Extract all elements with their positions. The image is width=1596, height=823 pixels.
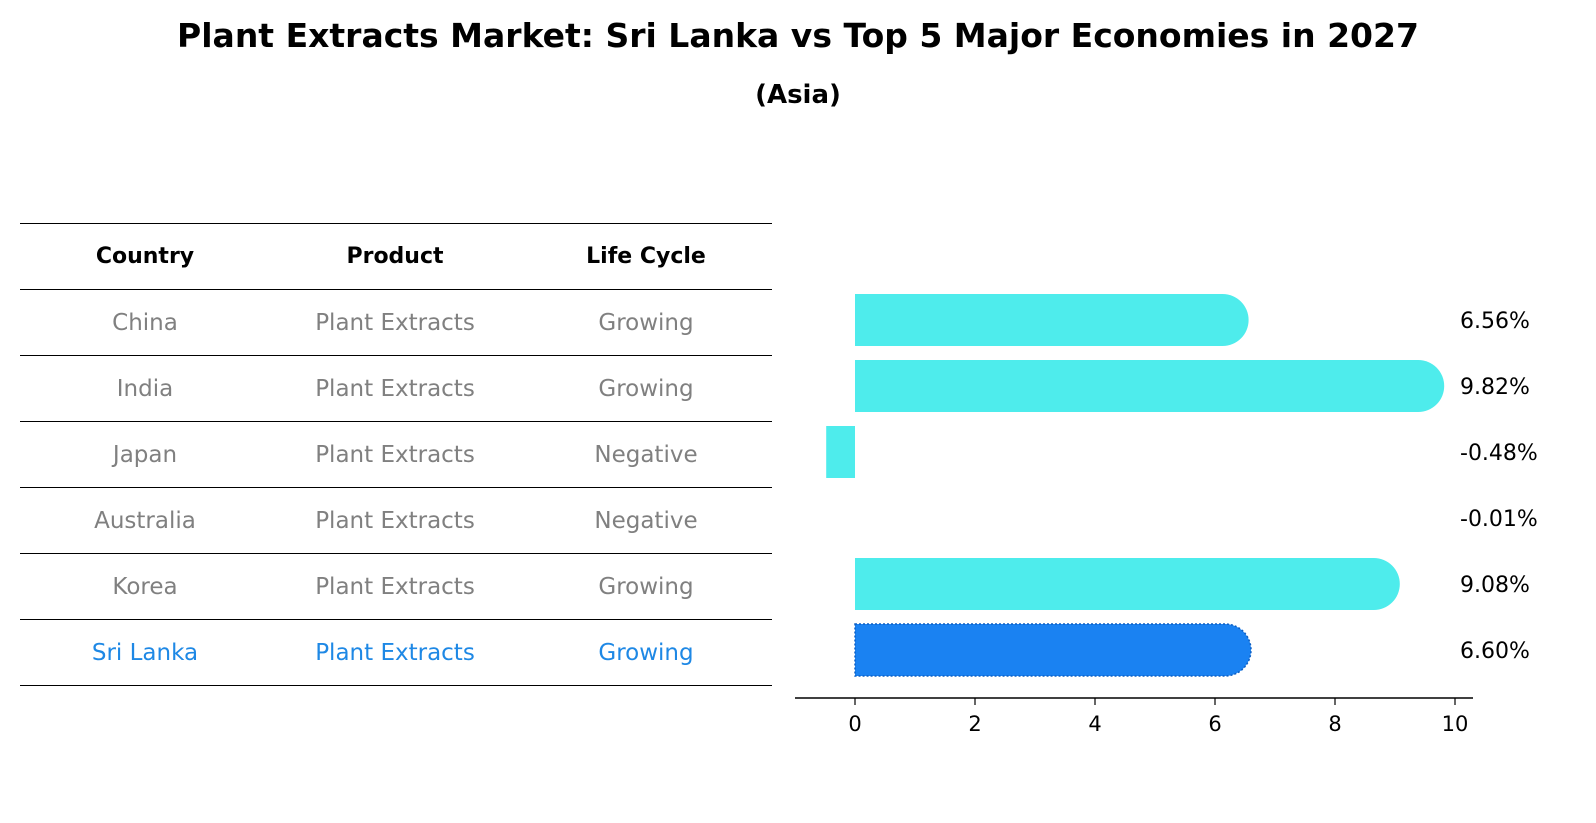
value-label: 6.60% [1460,639,1530,664]
cell-life-cycle: Growing [598,573,694,600]
value-label: 9.08% [1460,573,1530,598]
cell-product: Plant Extracts [315,309,475,336]
cell-country: Australia [94,507,196,534]
x-tick-label: 10 [1442,712,1469,736]
table-row: Japan Plant Extracts Negative [20,422,772,488]
data-table: Country Product Life Cycle China Plant E… [20,223,772,686]
value-label: 9.82% [1460,375,1530,400]
x-tick-label: 8 [1328,712,1341,736]
cell-life-cycle: Negative [594,507,698,534]
value-label: -0.01% [1460,507,1538,532]
bar-sri-lanka [854,623,1252,677]
cell-product: Plant Extracts [315,507,475,534]
table-row: Australia Plant Extracts Negative [20,488,772,554]
cell-life-cycle: Negative [594,441,698,468]
x-tick-label: 6 [1208,712,1221,736]
bar-chart: 6.56% 9.82% -0.48% -0.01% 9.08% 6.60% 0 2 4 6 8 10 [795,294,1538,736]
cell-life-cycle: Growing [598,375,694,402]
x-tick-label: 0 [848,712,861,736]
x-tick-label: 2 [968,712,981,736]
header-life-cycle: Life Cycle [586,244,706,269]
header-product: Product [346,244,444,269]
bar-korea [855,558,1400,610]
x-tick-label: 4 [1088,712,1101,736]
bar-india [855,360,1445,412]
bar-china [855,294,1249,346]
cell-country: Korea [112,573,178,600]
cell-country: Japan [112,441,178,468]
table-row: India Plant Extracts Growing [20,356,772,422]
cell-life-cycle: Growing [598,639,694,666]
table-row-highlighted: Sri Lanka Plant Extracts Growing [20,620,772,686]
cell-country: India [116,375,174,402]
table-row: Korea Plant Extracts Growing [20,554,772,620]
table-header-row: Country Product Life Cycle [20,223,772,290]
cell-product: Plant Extracts [315,639,475,666]
cell-product: Plant Extracts [315,441,475,468]
bar-japan [826,426,855,478]
cell-life-cycle: Growing [598,309,694,336]
header-country: Country [95,244,195,269]
chart-title: Plant Extracts Market: Sri Lanka vs Top … [177,16,1419,55]
value-label: -0.48% [1460,441,1538,466]
cell-country: Sri Lanka [91,639,199,666]
cell-product: Plant Extracts [315,573,475,600]
table-row: China Plant Extracts Growing [20,290,772,356]
chart-subtitle: (Asia) [755,80,841,110]
value-label: 6.56% [1460,309,1530,334]
cell-product: Plant Extracts [315,375,475,402]
cell-country: China [112,309,178,336]
